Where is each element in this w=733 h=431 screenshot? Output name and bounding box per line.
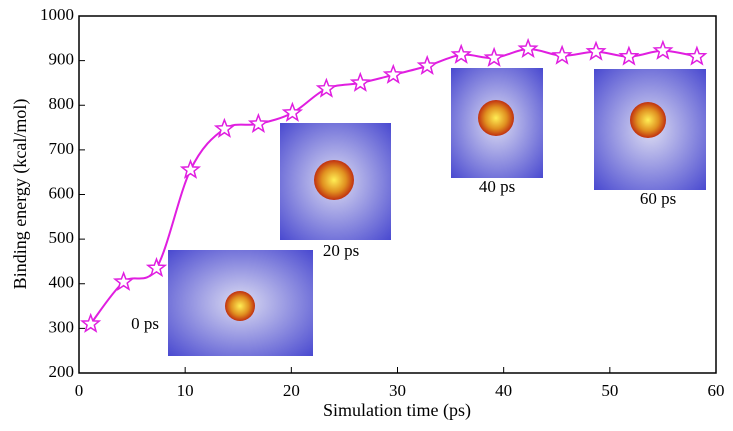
data-point [80, 312, 102, 333]
x-tick-label: 40 [495, 381, 512, 400]
y-axis-title: Binding energy (kcal/mol) [10, 99, 31, 290]
x-tick-label: 50 [601, 381, 618, 400]
data-point [652, 39, 674, 60]
data-point [483, 46, 505, 67]
inset-0 [168, 250, 313, 356]
inset-60 [594, 69, 706, 190]
data-point [450, 43, 472, 64]
annotation: 40 ps [479, 177, 515, 196]
y-tick-label: 1000 [40, 5, 74, 24]
data-point [213, 117, 236, 138]
data-point [551, 44, 573, 65]
y-tick-label: 800 [49, 94, 75, 113]
x-tick-label: 20 [283, 381, 300, 400]
y-tick-label: 900 [49, 50, 75, 69]
x-tick-label: 0 [75, 381, 84, 400]
inset-20 [280, 123, 391, 240]
data-point [585, 40, 607, 61]
data-point [315, 77, 337, 98]
annotation: 60 ps [640, 189, 676, 208]
x-tick-label: 60 [708, 381, 725, 400]
y-tick-label: 500 [49, 228, 75, 247]
annotation: 0 ps [131, 314, 159, 333]
data-point [349, 71, 371, 92]
data-point [179, 158, 202, 179]
y-tick-label: 300 [49, 317, 75, 336]
x-tick-label: 30 [389, 381, 406, 400]
data-point [416, 54, 438, 76]
data-point [112, 270, 135, 291]
x-tick-label: 10 [177, 381, 194, 400]
data-point [281, 101, 304, 122]
data-point [686, 45, 708, 66]
inset-40 [451, 68, 543, 178]
data-point [618, 45, 640, 66]
y-tick-label: 700 [49, 139, 75, 158]
y-tick-label: 600 [49, 183, 75, 202]
annotation: 20 ps [323, 241, 359, 260]
data-point [247, 112, 270, 134]
data-point [517, 37, 539, 59]
x-axis-title: Simulation time (ps) [323, 400, 471, 421]
data-point [145, 256, 168, 278]
y-tick-label: 400 [49, 273, 75, 292]
data-point [382, 63, 404, 84]
y-tick-label: 200 [49, 362, 75, 381]
